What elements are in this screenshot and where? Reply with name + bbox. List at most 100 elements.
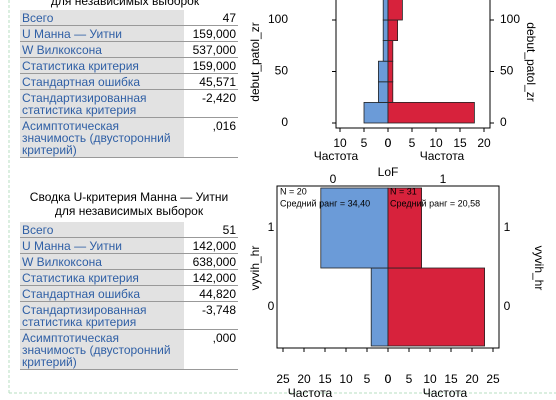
bar <box>363 102 389 124</box>
x-tick-label: 0 <box>385 372 392 386</box>
row-value: -2,420 <box>201 91 236 105</box>
table-row: Стандартная ошибка 44,820 <box>20 286 238 302</box>
axis-title: debut_patol_zr <box>524 22 538 101</box>
y-tick-label: 0 <box>504 299 511 313</box>
row-value: 44,820 <box>199 287 236 301</box>
row-value: 47 <box>222 11 236 25</box>
row-label: W Вилкоксона <box>20 254 184 269</box>
x-tick-label: 15 <box>444 372 458 386</box>
x-tick-label: 10 <box>429 136 443 150</box>
table-row: Стандартная ошибка 45,571 <box>20 74 238 90</box>
bar <box>387 60 394 83</box>
row-value: 142,000 <box>192 271 236 285</box>
row-value: 159,000 <box>192 27 236 41</box>
table-row: W Вилкоксона 537,000 <box>20 42 238 58</box>
bar <box>382 19 389 42</box>
row-value: 45,571 <box>199 75 236 89</box>
x-tick-label: 10 <box>339 372 353 386</box>
x-tick-label: 10 <box>423 372 437 386</box>
row-label: U Манна — Уитни <box>20 26 184 41</box>
bar <box>382 40 389 62</box>
row-value: ,000 <box>212 331 236 345</box>
x-tick-label: 0 <box>385 136 392 150</box>
row-label: U Манна — Уитни <box>20 238 184 253</box>
row-label: W Вилкоксона <box>20 42 184 57</box>
bar <box>370 267 389 347</box>
y-tick-label: 1 <box>504 220 511 234</box>
table: Сводка U-критерия Манна — Уитни для неза… <box>20 190 238 370</box>
x-tick-label: 5 <box>409 136 416 150</box>
table-row: Асимптотическая значимость (двусторонний… <box>20 118 238 158</box>
plot-frame <box>335 0 491 129</box>
x-tick-label: 10 <box>333 136 347 150</box>
y-tick-label: 1 <box>268 220 275 234</box>
axis-title: Частота <box>288 386 333 400</box>
y-tick-label: 50 <box>500 64 514 78</box>
group-label: 1 <box>440 172 447 186</box>
table-row: Всего 47 <box>20 10 238 26</box>
row-value: 638,000 <box>192 255 236 269</box>
group-label: 0 <box>330 172 337 186</box>
table-row: Стандартизированная статистика критерия -… <box>20 90 238 118</box>
table-row: Стандартизированная статистика критерия -… <box>20 302 238 330</box>
bar <box>320 187 389 269</box>
axis-title: Частота <box>420 149 465 163</box>
axis-title: vyvih_hr <box>532 246 546 291</box>
x-tick-label: 25 <box>276 372 290 386</box>
bar <box>387 19 399 42</box>
x-tick-label: 20 <box>297 372 311 386</box>
y-tick-label: 100 <box>500 12 520 26</box>
row-value: 537,000 <box>192 43 236 57</box>
row-label: Асимптотическая значимость (двусторонний… <box>20 118 184 157</box>
group-title: LoF <box>378 165 399 179</box>
table-title: для независимых выборок <box>50 0 200 8</box>
row-value: ,016 <box>212 119 236 133</box>
x-tick-label: 5 <box>361 136 368 150</box>
x-tick-label: 20 <box>465 372 479 386</box>
bar <box>387 102 475 124</box>
table-row: Асимптотическая значимость (двусторонний… <box>20 330 238 370</box>
annotation: N = 20 <box>280 186 307 196</box>
axis-title: vyvih_hr <box>248 246 262 291</box>
row-label: Стандартизированная статистика критерия <box>20 90 184 117</box>
x-tick-label: 5 <box>406 372 413 386</box>
table-row: U Манна — Уитни 159,000 <box>20 26 238 42</box>
y-tick-label: 0 <box>268 299 275 313</box>
row-label: Статистика критерия <box>20 58 184 73</box>
row-label: Асимптотическая значимость (двусторонний… <box>20 330 184 369</box>
axis-title: debut_patol_zr <box>248 22 262 101</box>
row-value: -3,748 <box>201 303 236 317</box>
table-row: Всего 51 <box>20 222 238 238</box>
y-tick-label: 100 <box>268 12 288 26</box>
x-tick-label: 20 <box>477 136 491 150</box>
x-tick-label: 15 <box>318 372 332 386</box>
row-value: 142,000 <box>192 239 236 253</box>
axis-title: Частота <box>423 386 468 400</box>
table-row: U Манна — Уитни 142,000 <box>20 238 238 254</box>
x-tick-label: 5 <box>364 372 371 386</box>
bar <box>387 187 422 269</box>
table-row: Статистика критерия 159,000 <box>20 58 238 74</box>
row-label: Статистика критерия <box>20 270 184 285</box>
x-tick-label: 25 <box>486 372 500 386</box>
row-label: Стандартизированная статистика критерия <box>20 302 184 329</box>
row-label: Всего <box>20 222 184 237</box>
y-tick-label: 0 <box>281 115 288 129</box>
bar <box>387 0 403 21</box>
bar <box>387 267 485 347</box>
table-row: W Вилкоксона 638,000 <box>20 254 238 270</box>
bar <box>387 81 394 103</box>
y-tick-label: 0 <box>500 115 507 129</box>
y-tick-label: 50 <box>275 64 289 78</box>
bar <box>377 60 389 83</box>
axis-title: Частота <box>314 149 359 163</box>
x-tick-label: 15 <box>453 136 467 150</box>
bar <box>382 0 389 21</box>
row-label: Стандартная ошибка <box>20 286 184 301</box>
annotation: Средний ранг = 34,40 <box>280 198 370 208</box>
annotation: N = 31 <box>390 186 417 196</box>
row-label: Всего <box>20 10 184 25</box>
table-title: Сводка U-критерия Манна — Уитни для неза… <box>29 190 229 218</box>
row-value: 159,000 <box>192 59 236 73</box>
